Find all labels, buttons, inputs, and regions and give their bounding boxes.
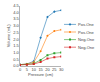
svg-text:1.0: 1.0 — [13, 50, 19, 55]
svg-text:15: 15 — [38, 67, 43, 72]
svg-text:0: 0 — [19, 67, 22, 72]
svg-text:4.5: 4.5 — [13, 3, 19, 8]
svg-text:3.0: 3.0 — [13, 23, 19, 28]
svg-text:30: 30 — [59, 67, 64, 72]
svg-text:Volume (mL): Volume (mL) — [6, 24, 11, 47]
svg-text:Neg-One: Neg-One — [78, 45, 95, 50]
svg-text:0.0: 0.0 — [13, 63, 19, 68]
svg-text:2.0: 2.0 — [13, 37, 19, 42]
svg-text:3.5: 3.5 — [13, 16, 19, 21]
svg-text:Neg-One: Neg-One — [78, 37, 95, 42]
svg-text:0.5: 0.5 — [13, 57, 19, 62]
svg-text:5: 5 — [26, 67, 29, 72]
svg-text:4.0: 4.0 — [13, 10, 19, 15]
svg-text:20: 20 — [45, 67, 50, 72]
svg-text:10: 10 — [32, 67, 37, 72]
svg-text:25: 25 — [52, 67, 57, 72]
svg-text:Pos-One: Pos-One — [78, 22, 95, 27]
svg-text:Pressure (cm): Pressure (cm) — [28, 72, 54, 77]
svg-text:1.5: 1.5 — [13, 43, 19, 48]
svg-text:Pos-One: Pos-One — [78, 30, 95, 35]
svg-text:2.5: 2.5 — [13, 30, 19, 35]
